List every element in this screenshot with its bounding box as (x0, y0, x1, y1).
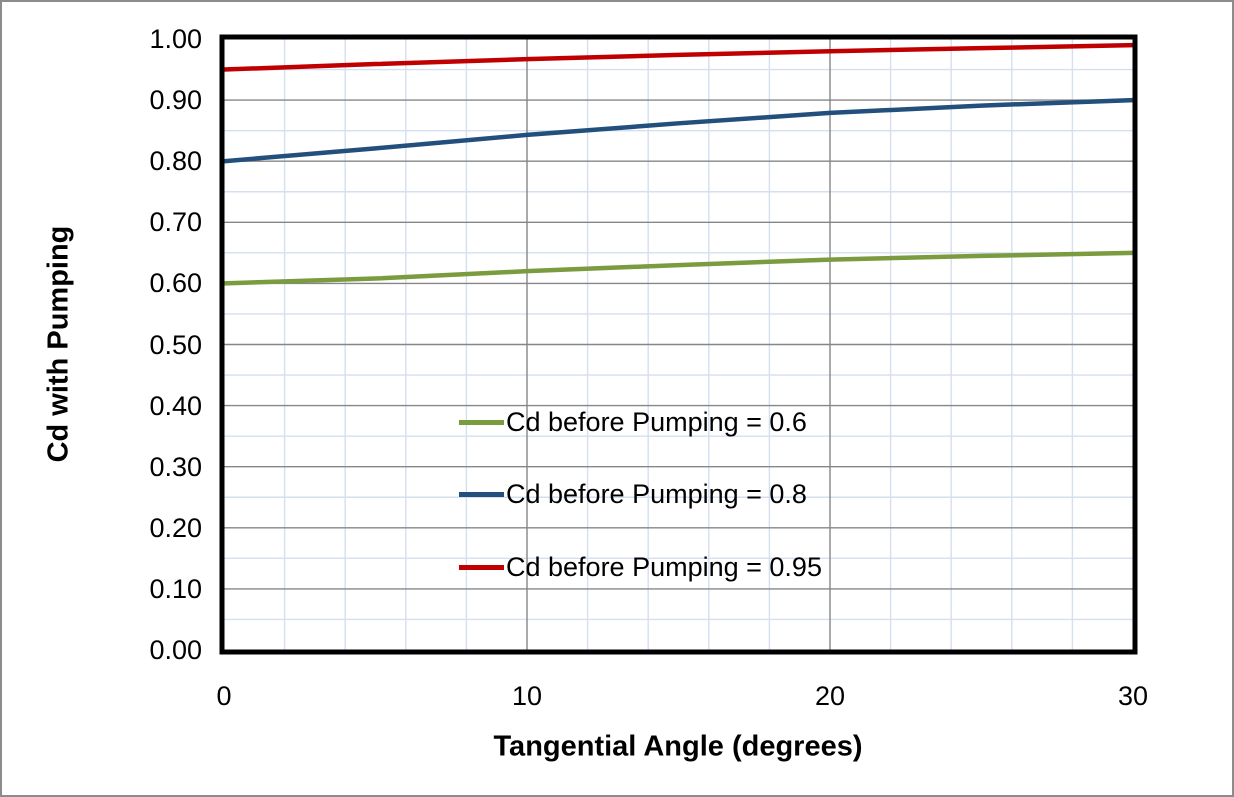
y-tick-label: 0.80 (149, 146, 202, 177)
x-tick-label: 20 (814, 681, 846, 711)
x-tick-label: 10 (511, 681, 543, 711)
y-tick-label: 0.90 (149, 85, 202, 116)
y-tick-label: 0.30 (149, 451, 202, 482)
legend-label: Cd before Pumping = 0.6 (506, 406, 807, 437)
y-tick-label: 0.10 (149, 573, 202, 604)
series-line-1 (223, 97, 1134, 164)
legend-line-swatch-red (459, 564, 504, 570)
y-tick-label: 0.60 (149, 268, 202, 299)
legend-entry: Cd before Pumping = 0.8 (459, 476, 807, 512)
y-tick-label: 1.00 (149, 24, 202, 54)
plot-border (219, 34, 1138, 655)
y-tick-label: 0.00 (149, 635, 202, 665)
legend-entry: Cd before Pumping = 0.6 (459, 404, 807, 440)
legend-entry: Cd before Pumping = 0.95 (459, 549, 822, 585)
series-line-2 (223, 42, 1134, 72)
x-axis-title: Tangential Angle (degrees) (493, 730, 863, 763)
legend-line-swatch-green (459, 419, 504, 425)
y-axis-title: Cd with Pumping (42, 225, 75, 463)
series-line-0 (223, 250, 1134, 286)
x-tick-label: 0 (216, 681, 232, 711)
legend-label: Cd before Pumping = 0.95 (506, 551, 822, 582)
y-tick-label: 0.20 (149, 512, 202, 543)
x-tick-label: 30 (1117, 681, 1149, 711)
legend-label: Cd before Pumping = 0.8 (506, 478, 807, 509)
y-tick-label: 0.40 (149, 390, 202, 421)
legend-line-swatch-blue (459, 491, 504, 497)
y-tick-label: 0.70 (149, 207, 202, 238)
y-tick-label: 0.50 (149, 329, 202, 360)
